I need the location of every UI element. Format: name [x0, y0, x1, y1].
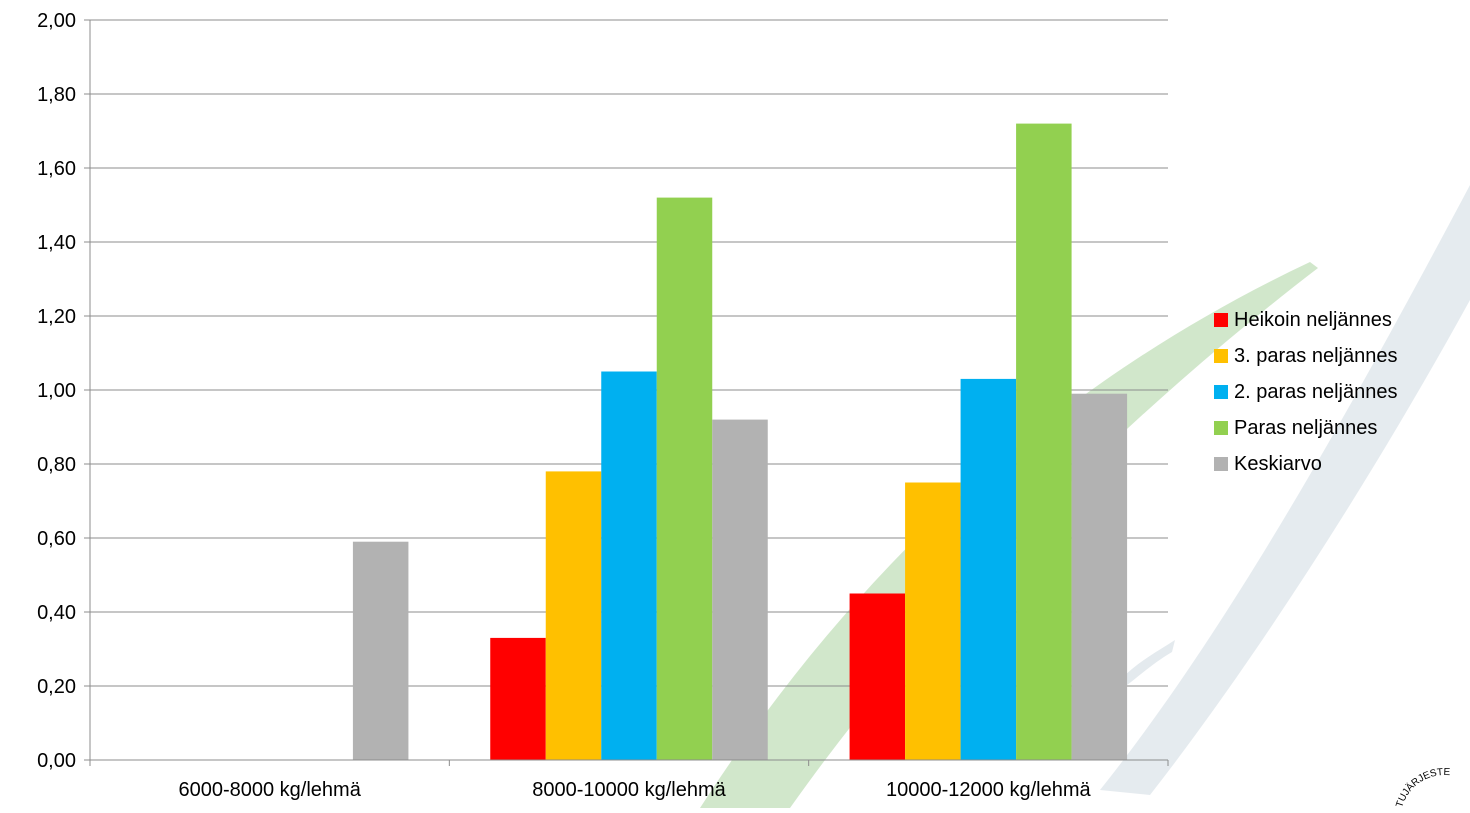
legend-swatch: [1214, 313, 1228, 327]
y-tick-label: 0,00: [37, 750, 76, 772]
bar-paras-nelj-nnes: [656, 197, 713, 761]
legend-swatch: [1214, 385, 1228, 399]
bar-heikoin-nelj-nnes: [490, 637, 546, 760]
legend-item: 3. paras neljännes: [1214, 338, 1397, 374]
y-tick-label: 1,40: [37, 232, 76, 254]
y-tick-label: 2,00: [37, 10, 76, 32]
y-tick-label: 0,60: [37, 528, 76, 550]
legend-label: Heikoin neljännes: [1234, 308, 1392, 331]
bar-2-paras-nelj-nnes: [960, 378, 1017, 760]
legend-label: 3. paras neljännes: [1234, 344, 1398, 367]
y-tick-label: 1,80: [37, 84, 76, 106]
bar-keskiarvo: [1071, 393, 1128, 760]
svg-text:TUJÄRJESTE: TUJÄRJESTE: [1394, 768, 1450, 808]
legend-label: Paras neljännes: [1234, 416, 1378, 439]
bar-keskiarvo: [352, 541, 409, 760]
y-tick-label: 1,00: [37, 380, 76, 402]
legend-label: 2. paras neljännes: [1234, 380, 1398, 403]
y-tick-label: 0,20: [37, 676, 76, 698]
legend-swatch: [1214, 457, 1228, 471]
legend-item: Keskiarvo: [1214, 446, 1397, 482]
bars: [352, 123, 1128, 761]
legend-label: Keskiarvo: [1234, 452, 1322, 475]
bar-paras-nelj-nnes: [1016, 123, 1072, 761]
y-tick-label: 1,20: [37, 306, 76, 328]
y-tick-labels: 0,00 0,20 0,40 0,60 0,80 1,00 1,20 1,40 1,60 1,80…: [37, 10, 76, 772]
watermark-grey-fleck: [1120, 640, 1175, 690]
y-tick-label: 0,40: [37, 602, 76, 624]
x-tick-labels: 6000-8000 kg/lehmä 8000-10000 kg/lehmä 100…: [178, 779, 1091, 801]
legend-swatch: [1214, 421, 1228, 435]
bar-heikoin-nelj-nnes: [849, 593, 906, 760]
y-tick-label: 1,60: [37, 158, 76, 180]
y-tick-label: 0,80: [37, 454, 76, 476]
legend: Heikoin neljännes 3. paras neljännes 2. pa…: [1214, 302, 1397, 482]
bar-3-paras-nelj-nnes: [545, 471, 602, 760]
seal-stamp: TUJÄRJESTE: [1394, 768, 1450, 808]
x-tick-label: 10000-12000 kg/lehmä: [886, 779, 1091, 801]
legend-item: 2. paras neljännes: [1214, 374, 1397, 410]
x-tick-label: 6000-8000 kg/lehmä: [178, 779, 361, 801]
axes: [89, 20, 1169, 766]
legend-item: Heikoin neljännes: [1214, 302, 1397, 338]
bar-keskiarvo: [712, 419, 768, 760]
x-tick-label: 8000-10000 kg/lehmä: [532, 779, 726, 801]
bar-2-paras-nelj-nnes: [601, 371, 657, 760]
legend-item: Paras neljännes: [1214, 410, 1397, 446]
bar-3-paras-nelj-nnes: [905, 482, 961, 760]
legend-swatch: [1214, 349, 1228, 363]
